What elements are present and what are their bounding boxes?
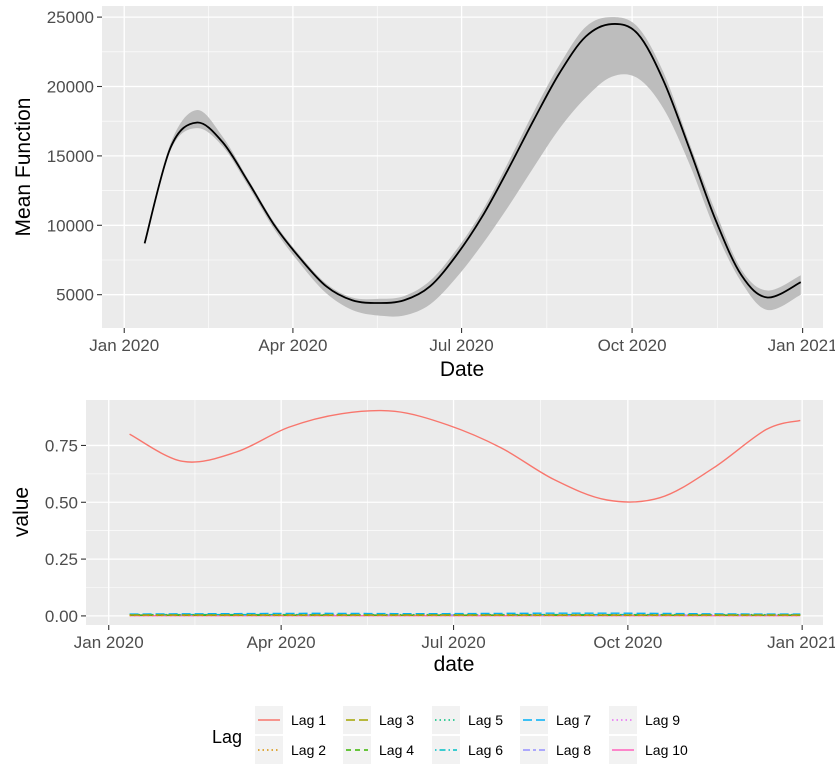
bottom-y-tick-label: 0.00 xyxy=(45,607,78,626)
top-x-tick-label: Jan 2020 xyxy=(89,336,159,355)
legend-label-lag-7: Lag 7 xyxy=(556,712,591,728)
series-line-lag-1 xyxy=(129,409,801,503)
legend-label-lag-3: Lag 3 xyxy=(379,712,414,728)
confidence-band xyxy=(144,17,801,317)
mean-function-line xyxy=(143,23,802,304)
bottom-x-axis-title: date xyxy=(434,653,475,676)
legend-key-lag-5 xyxy=(432,706,460,734)
top-x-axis-title: Date xyxy=(440,358,484,381)
bottom-x-tick-label: Jan 2021 xyxy=(767,633,835,652)
legend-label-lag-9: Lag 9 xyxy=(645,712,680,728)
legend-label-lag-4: Lag 4 xyxy=(379,742,414,758)
lag-values-panel: Jan 2020 Apr 2020 Jul 2020 Oct 2020 Jan 2021… xyxy=(10,400,835,676)
top-confidence-band xyxy=(144,17,801,317)
bottom-y-axis: 0.00 0.25 0.50 0.75 xyxy=(45,436,86,626)
mean-function-panel: Jan 2020 Apr 2020 Jul 2020 Oct 2020 Jan 2021… xyxy=(12,6,835,381)
top-y-tick-label: 15000 xyxy=(47,147,94,166)
bottom-y-tick-label: 0.50 xyxy=(45,493,78,512)
top-x-axis: Jan 2020 Apr 2020 Jul 2020 Oct 2020 Jan 2021 xyxy=(89,328,835,355)
top-x-tick-label: Jul 2020 xyxy=(429,336,493,355)
top-y-axis-title: Mean Function xyxy=(12,98,35,237)
legend-key-lag-2 xyxy=(255,736,283,764)
bottom-x-tick-label: Oct 2020 xyxy=(593,633,662,652)
bottom-plot-background xyxy=(86,400,823,625)
legend-key-lag-9 xyxy=(609,706,637,734)
series-line-lag-7 xyxy=(129,612,801,615)
top-y-tick-label: 20000 xyxy=(47,78,94,97)
bottom-x-axis: Jan 2020 Apr 2020 Jul 2020 Oct 2020 Jan 2021 xyxy=(74,625,835,652)
bottom-x-tick-label: Jul 2020 xyxy=(421,633,485,652)
legend-items: Lag 1 Lag 2 Lag 3 Lag 4 Lag 5 Lag 6 Lag 7 Lag 8… xyxy=(255,706,688,764)
legend-label-lag-8: Lag 8 xyxy=(556,742,591,758)
top-y-axis: 5000 10000 15000 20000 25000 xyxy=(47,8,102,305)
legend-label-lag-5: Lag 5 xyxy=(468,712,503,728)
top-y-tick-label: 5000 xyxy=(56,286,94,305)
legend-label-lag-10: Lag 10 xyxy=(645,742,688,758)
legend-label-lag-2: Lag 2 xyxy=(291,742,326,758)
top-x-tick-label: Apr 2020 xyxy=(258,336,327,355)
bottom-x-tick-label: Apr 2020 xyxy=(247,633,316,652)
bottom-y-tick-label: 0.75 xyxy=(45,436,78,455)
bottom-y-tick-label: 0.25 xyxy=(45,550,78,569)
top-y-tick-label: 25000 xyxy=(47,8,94,27)
top-y-tick-label: 10000 xyxy=(47,216,94,235)
top-x-tick-label: Oct 2020 xyxy=(598,336,667,355)
top-series xyxy=(143,23,802,304)
bottom-y-axis-title: value xyxy=(10,487,33,537)
bottom-series xyxy=(129,409,801,617)
bottom-x-tick-label: Jan 2020 xyxy=(74,633,144,652)
legend-label-lag-6: Lag 6 xyxy=(468,742,503,758)
legend-title: Lag xyxy=(212,727,242,747)
top-plot-background xyxy=(102,6,823,328)
legend-label-lag-1: Lag 1 xyxy=(291,712,326,728)
top-x-tick-label: Jan 2021 xyxy=(768,336,835,355)
